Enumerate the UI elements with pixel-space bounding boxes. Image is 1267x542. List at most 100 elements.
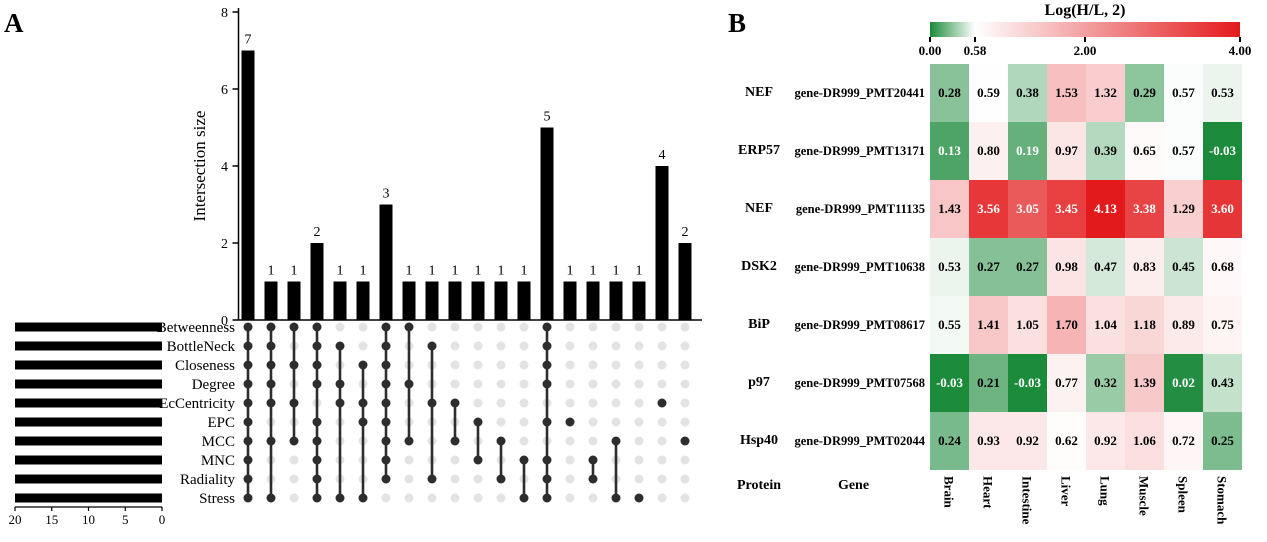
matrix-dot-filled xyxy=(542,341,552,351)
matrix-dot-filled xyxy=(473,455,483,465)
matrix-dot-filled xyxy=(381,360,391,370)
matrix-dot-filled xyxy=(381,436,391,446)
intersection-bar xyxy=(425,281,439,320)
set-size-bar xyxy=(15,474,162,484)
gene-column-header: Gene xyxy=(837,478,870,493)
matrix-dot-empty xyxy=(634,417,644,427)
set-name-label: Radiality xyxy=(180,472,235,488)
matrix-dot-empty xyxy=(588,360,598,370)
matrix-dot-empty xyxy=(473,379,483,389)
heatmap-cell: 0.13 xyxy=(930,122,969,180)
heatmap-cell: 1.53 xyxy=(1047,64,1086,122)
protein-name-label: Hsp40 xyxy=(739,433,779,448)
matrix-dot-empty xyxy=(496,360,506,370)
matrix-dot-filled xyxy=(381,379,391,389)
gene-name-label: gene-DR999_PMT20441 xyxy=(794,85,925,100)
matrix-dot-empty xyxy=(657,436,667,446)
matrix-dot-empty xyxy=(657,379,667,389)
intersection-count-label: 1 xyxy=(452,264,459,279)
intersection-count-label: 2 xyxy=(314,225,321,240)
matrix-dot-empty xyxy=(496,417,506,427)
matrix-dot-filled xyxy=(312,360,322,370)
matrix-dot-filled xyxy=(358,493,368,503)
heatmap-cell: 0.27 xyxy=(969,238,1008,296)
intersection-count-label: 1 xyxy=(613,264,620,279)
matrix-dot-filled xyxy=(312,379,322,389)
heatmap-cell: 0.47 xyxy=(1086,238,1125,296)
intersection-axis-tick-label: 6 xyxy=(221,83,228,98)
matrix-dot-filled xyxy=(611,493,621,503)
matrix-dot-filled xyxy=(266,360,276,370)
gene-name-label: gene-DR999_PMT13171 xyxy=(794,143,925,158)
set-name-label: Degree xyxy=(192,377,236,393)
intersection-count-label: 1 xyxy=(429,264,436,279)
matrix-dot-filled xyxy=(542,474,552,484)
matrix-dot-empty xyxy=(519,322,529,332)
heatmap-cell: 0.83 xyxy=(1125,238,1164,296)
tissue-column-label: Liver xyxy=(1058,476,1074,507)
intersection-bar xyxy=(540,127,554,320)
heatmap-cell: 0.24 xyxy=(930,412,969,470)
intersection-bar xyxy=(563,281,577,320)
intersection-count-label: 2 xyxy=(682,225,689,240)
set-size-bar xyxy=(15,360,162,370)
heatmap-cell: 0.97 xyxy=(1047,122,1086,180)
matrix-dot-empty xyxy=(680,360,690,370)
matrix-dot-filled xyxy=(335,341,345,351)
set-size-axis-tick-label: 20 xyxy=(9,512,22,527)
matrix-dot-filled xyxy=(358,417,368,427)
matrix-dot-empty xyxy=(450,379,460,389)
matrix-dot-filled xyxy=(427,341,437,351)
matrix-dot-empty xyxy=(680,341,690,351)
set-size-bar xyxy=(15,398,162,408)
matrix-dot-filled xyxy=(542,360,552,370)
protein-name-label: NEF xyxy=(745,201,773,216)
intersection-bar xyxy=(471,281,485,320)
matrix-dot-empty xyxy=(680,398,690,408)
matrix-dot-filled xyxy=(243,436,253,446)
matrix-dot-empty xyxy=(404,455,414,465)
matrix-dot-empty xyxy=(404,474,414,484)
heatmap-cell: 0.77 xyxy=(1047,354,1086,412)
matrix-dot-filled xyxy=(243,341,253,351)
matrix-dot-empty xyxy=(358,322,368,332)
heatmap-cell: 4.13 xyxy=(1086,180,1125,238)
intersection-count-label: 1 xyxy=(360,264,367,279)
matrix-dot-filled xyxy=(243,474,253,484)
matrix-dot-filled xyxy=(381,398,391,408)
matrix-dot-filled xyxy=(611,436,621,446)
matrix-dot-empty xyxy=(611,379,621,389)
matrix-dot-filled xyxy=(634,493,644,503)
matrix-dot-filled xyxy=(335,379,345,389)
heatmap-cell: 3.56 xyxy=(969,180,1008,238)
heatmap-cell: 0.92 xyxy=(1008,412,1047,470)
intersection-axis-tick-label: 0 xyxy=(221,314,228,329)
matrix-dot-empty xyxy=(634,455,644,465)
intersection-count-label: 1 xyxy=(268,264,275,279)
matrix-dot-empty xyxy=(496,341,506,351)
matrix-dot-filled xyxy=(266,398,276,408)
intersection-count-label: 1 xyxy=(590,264,597,279)
set-name-label: Closeness xyxy=(175,358,235,374)
matrix-dot-empty xyxy=(519,436,529,446)
matrix-dot-filled xyxy=(243,360,253,370)
matrix-dot-empty xyxy=(680,417,690,427)
matrix-dot-filled xyxy=(289,360,299,370)
heatmap-cell: 0.75 xyxy=(1203,296,1242,354)
matrix-dot-empty xyxy=(565,474,575,484)
matrix-dot-filled xyxy=(312,436,322,446)
heatmap-cell: 0.38 xyxy=(1008,64,1047,122)
matrix-dot-filled xyxy=(404,436,414,446)
heatmap-cell: 1.18 xyxy=(1125,296,1164,354)
intersection-bar xyxy=(402,281,416,320)
matrix-dot-empty xyxy=(588,341,598,351)
heatmap-cell: 3.38 xyxy=(1125,180,1164,238)
matrix-dot-empty xyxy=(519,417,529,427)
matrix-dot-empty xyxy=(588,417,598,427)
matrix-dot-filled xyxy=(450,398,460,408)
heatmap-cell: 0.57 xyxy=(1164,64,1203,122)
legend-tick-mark xyxy=(1239,37,1241,42)
matrix-dot-empty xyxy=(680,379,690,389)
intersection-bar xyxy=(678,243,692,320)
heatmap-cell: 1.05 xyxy=(1008,296,1047,354)
